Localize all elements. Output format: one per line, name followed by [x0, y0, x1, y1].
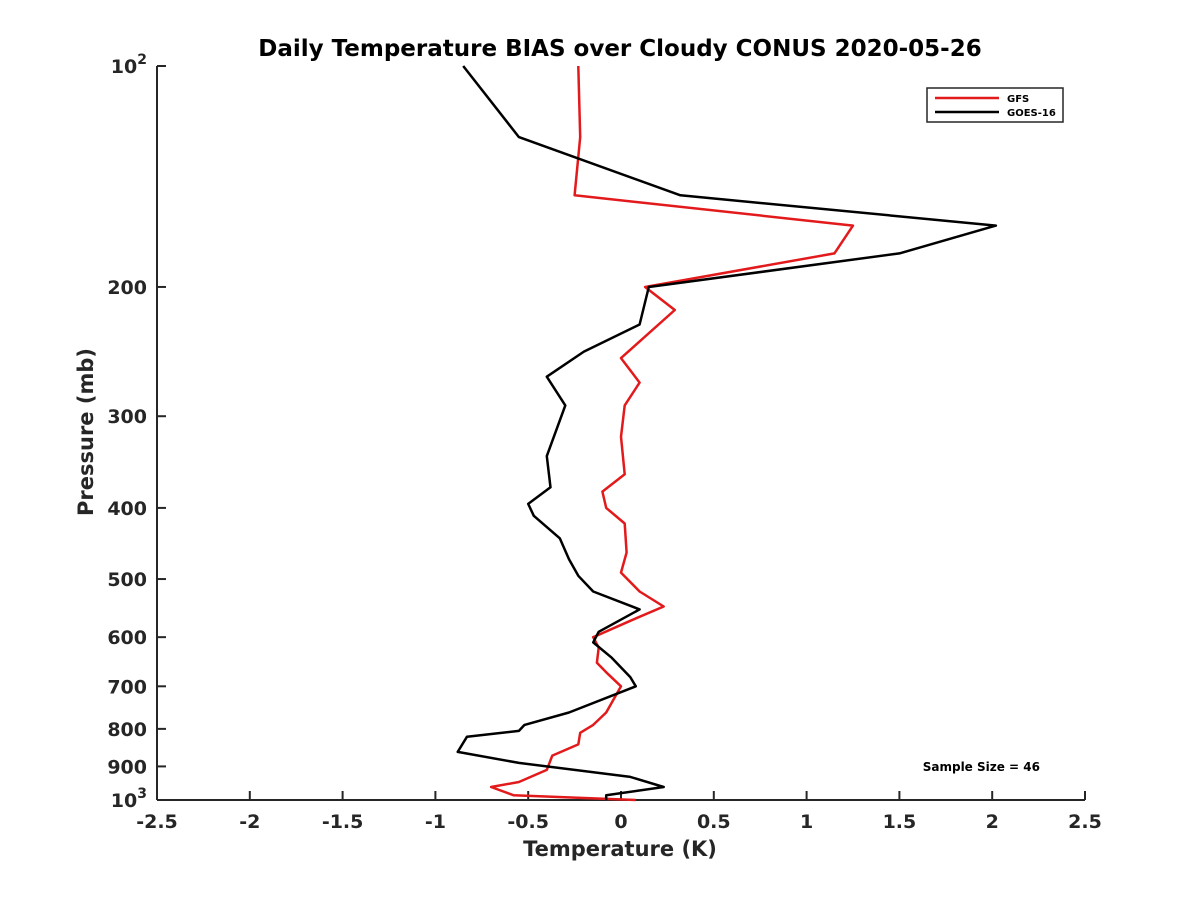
y-tick-label: 102	[111, 52, 147, 78]
y-tick-label: 800	[107, 719, 147, 741]
y-tick-label: 600	[107, 627, 147, 649]
x-tick-label: 0	[614, 811, 627, 833]
y-tick-label: 103	[111, 786, 147, 812]
y-tick-label: 200	[107, 277, 147, 299]
y-tick-label: 400	[107, 498, 147, 520]
x-tick-label: -2	[239, 811, 260, 833]
y-tick-label: 900	[107, 756, 147, 778]
legend: GFS GOES-16	[926, 87, 1064, 123]
series-line-goes-16	[456, 65, 998, 800]
legend-box	[926, 87, 1064, 123]
chart-title: Daily Temperature BIAS over Cloudy CONUS…	[258, 36, 981, 62]
x-tick-label: 2.5	[1068, 811, 1102, 833]
x-tick-label: 0.5	[697, 811, 731, 833]
x-tick-label: -2.5	[136, 811, 178, 833]
x-tick-label: -1	[425, 811, 446, 833]
x-tick-label: 2	[986, 811, 999, 833]
y-tick-label: 700	[107, 676, 147, 698]
legend-entry: GOES-16	[1007, 108, 1056, 119]
y-axis-label: Pressure (mb)	[74, 348, 98, 516]
sample-size-annotation: Sample Size = 46	[923, 760, 1040, 774]
x-tick-label: 1	[800, 811, 813, 833]
x-tick-label: -0.5	[507, 811, 549, 833]
series-line-gfs	[489, 65, 855, 802]
plot-area: -2.5 -2 -1.5 -1 -0.5 0 0.5 1 1.5 2 2.5 102 200 300 400…	[107, 52, 1102, 833]
x-axis-label: Temperature (K)	[523, 837, 717, 861]
legend-entry: GFS	[1007, 94, 1029, 105]
y-tick-label: 500	[107, 569, 147, 591]
x-tick-label: -1.5	[322, 811, 364, 833]
x-tick-label: 1.5	[883, 811, 917, 833]
y-tick-label: 300	[107, 406, 147, 428]
